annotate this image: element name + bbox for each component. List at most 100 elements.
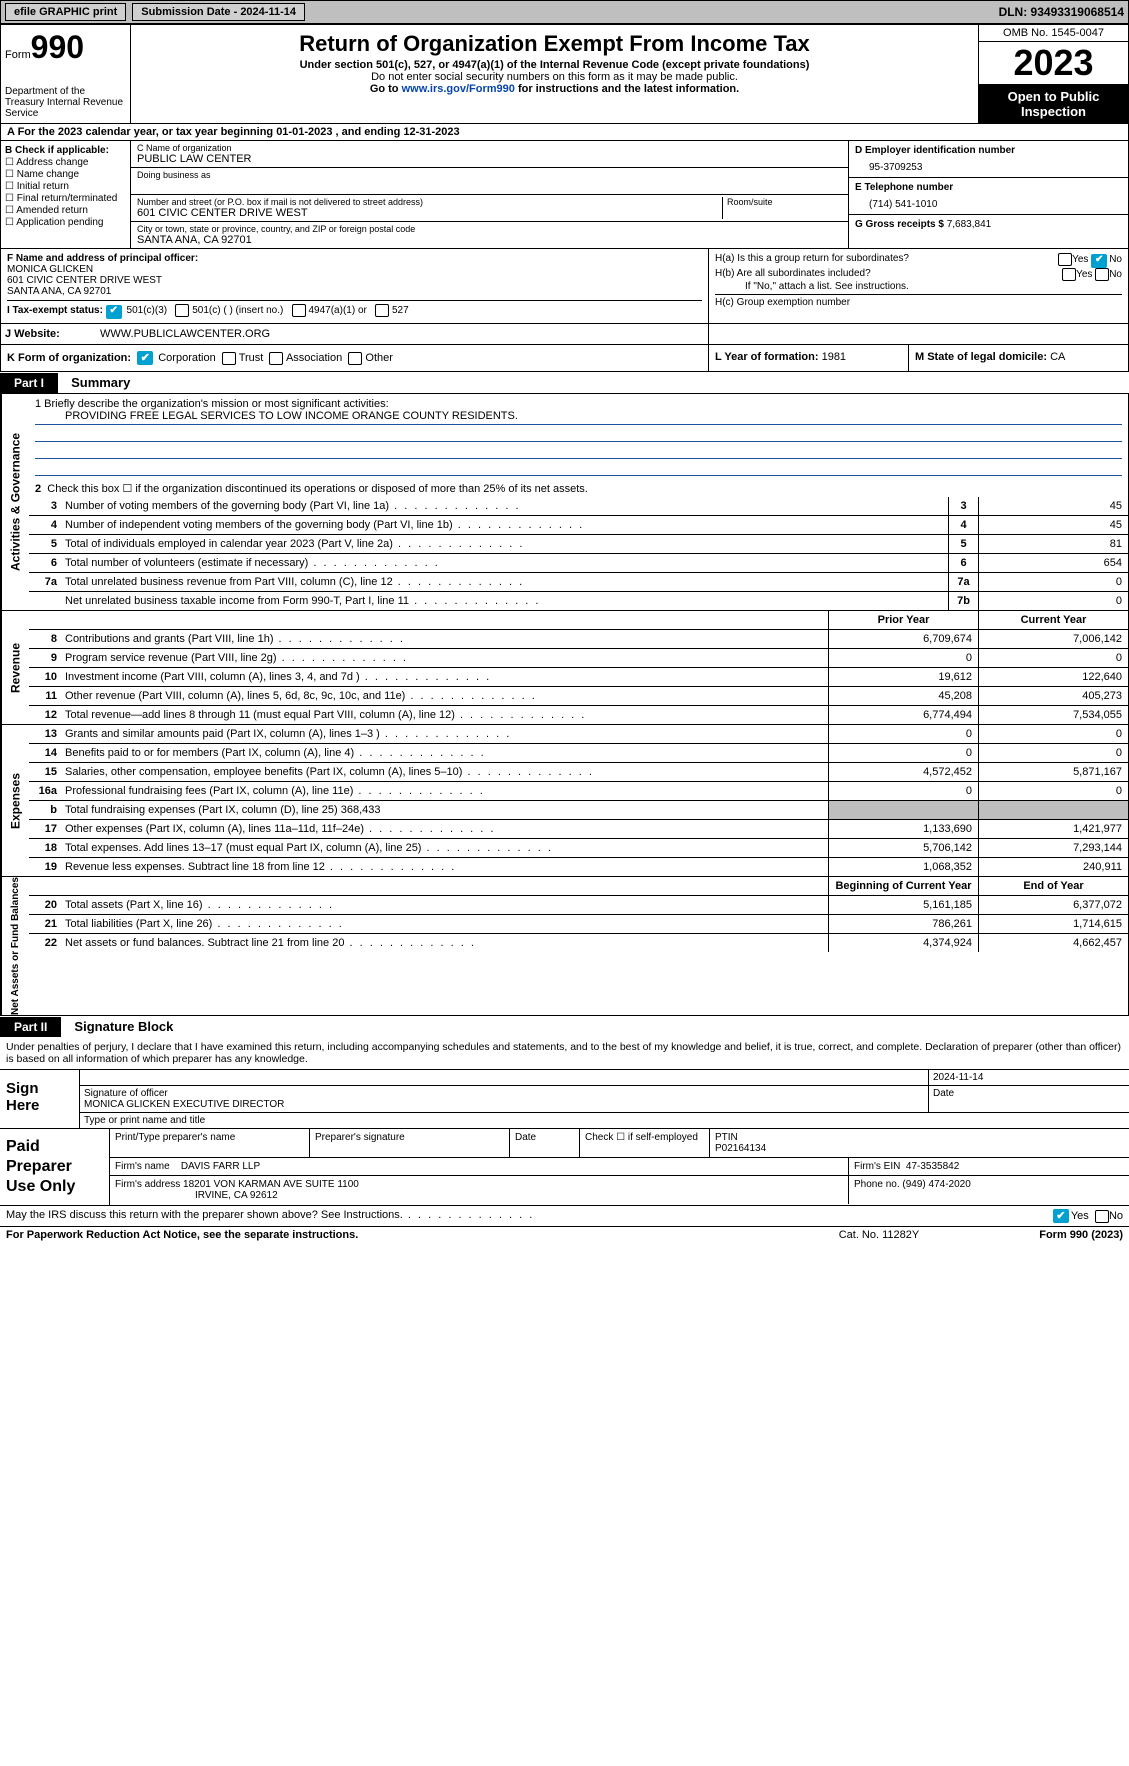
prep-date-label: Date (510, 1129, 580, 1157)
prep-ein: 47-3535842 (906, 1161, 959, 1172)
hdr-end: End of Year (978, 877, 1128, 895)
summary-row: 6Total number of volunteers (estimate if… (29, 554, 1128, 573)
footer-row: For Paperwork Reduction Act Notice, see … (0, 1227, 1129, 1243)
summary-row: 13Grants and similar amounts paid (Part … (29, 725, 1128, 744)
tax-year: 2023 (979, 42, 1128, 85)
prep-phone: (949) 474-2020 (902, 1179, 970, 1190)
summary-row: 22Net assets or fund balances. Subtract … (29, 934, 1128, 952)
efile-button[interactable]: efile GRAPHIC print (5, 3, 126, 21)
f-officer-addr2: SANTA ANA, CA 92701 (7, 286, 702, 297)
chk-corporation[interactable]: ✔ (137, 351, 153, 365)
hdr-prior-year: Prior Year (828, 611, 978, 629)
row-k-l-m: K Form of organization: ✔ Corporation Tr… (0, 345, 1129, 372)
chk-501c3[interactable]: ✔ (106, 305, 122, 319)
signature-declaration: Under penalties of perjury, I declare th… (0, 1037, 1129, 1070)
chk-application-pending[interactable]: Application pending (5, 217, 126, 228)
b-label: B Check if applicable: (5, 145, 126, 156)
expenses-section: Expenses 13Grants and similar amounts pa… (0, 725, 1129, 877)
prep-phone-label: Phone no. (854, 1179, 900, 1190)
omb-number: OMB No. 1545-0047 (979, 25, 1128, 42)
ha-no[interactable]: ✔ (1091, 254, 1107, 268)
f-officer-name: MONICA GLICKEN (7, 264, 702, 275)
section-b-to-g: B Check if applicable: Address change Na… (0, 141, 1129, 248)
summary-row: 3Number of voting members of the governi… (29, 497, 1128, 516)
discuss-no[interactable] (1095, 1210, 1109, 1223)
sig-officer-label: Signature of officer (84, 1088, 168, 1099)
form-number: Form990 (5, 29, 126, 66)
mission-area: 1 Briefly describe the organization's mi… (29, 394, 1128, 476)
dln-text: DLN: 93493319068514 (999, 5, 1124, 19)
chk-address-change[interactable]: Address change (5, 157, 126, 168)
col-d-e-g: D Employer identification number 95-3709… (848, 141, 1128, 248)
chk-amended-return[interactable]: Amended return (5, 205, 126, 216)
form-header: Form990 Department of the Treasury Inter… (0, 24, 1129, 124)
chk-trust[interactable] (222, 352, 236, 365)
prep-se-label: Check ☐ if self-employed (580, 1129, 710, 1157)
row-a-tax-year: A For the 2023 calendar year, or tax yea… (0, 124, 1129, 141)
c-street-value: 601 CIVIC CENTER DRIVE WEST (137, 207, 722, 219)
mission-label: 1 Briefly describe the organization's mi… (35, 398, 1122, 410)
j-label: J Website: (1, 324, 96, 344)
d-ein-label: D Employer identification number (855, 145, 1122, 156)
open-inspection: Open to Public Inspection (979, 85, 1128, 123)
chk-4947[interactable] (292, 304, 306, 317)
discuss-yes[interactable]: ✔ (1053, 1209, 1069, 1223)
top-bar: efile GRAPHIC print Submission Date - 20… (0, 0, 1129, 24)
sign-here-label: Sign Here (0, 1070, 80, 1128)
f-officer-addr1: 601 CIVIC CENTER DRIVE WEST (7, 275, 702, 286)
g-receipts-label: G Gross receipts $ (855, 219, 944, 230)
vtab-expenses: Expenses (1, 725, 29, 876)
chk-initial-return[interactable]: Initial return (5, 181, 126, 192)
chk-501c[interactable] (175, 304, 189, 317)
summary-row: 19Revenue less expenses. Subtract line 1… (29, 858, 1128, 876)
subtitle-2: Do not enter social security numbers on … (139, 71, 970, 83)
c-name-value: PUBLIC LAW CENTER (137, 153, 842, 165)
summary-row: 20Total assets (Part X, line 16)5,161,18… (29, 896, 1128, 915)
summary-row: 16aProfessional fundraising fees (Part I… (29, 782, 1128, 801)
summary-row: 9Program service revenue (Part VIII, lin… (29, 649, 1128, 668)
row-j: J Website: WWW.PUBLICLAWCENTER.ORG (0, 324, 1129, 345)
summary-row: 21Total liabilities (Part X, line 26)786… (29, 915, 1128, 934)
l-label: L Year of formation: (715, 351, 819, 363)
c-city-label: City or town, state or province, country… (137, 224, 842, 234)
prep-addr1: 18201 VON KARMAN AVE SUITE 1100 (183, 1179, 359, 1190)
summary-row: Net unrelated business taxable income fr… (29, 592, 1128, 610)
vtab-governance: Activities & Governance (1, 394, 29, 610)
prep-ptin: P02164134 (715, 1143, 766, 1154)
revenue-section: Revenue bPrior YearCurrent Year 8Contrib… (0, 611, 1129, 725)
chk-name-change[interactable]: Name change (5, 169, 126, 180)
part2-header: Part II Signature Block (0, 1016, 1129, 1037)
hdr-current-year: Current Year (978, 611, 1128, 629)
hb-yes[interactable] (1062, 268, 1076, 281)
vtab-netassets: Net Assets or Fund Balances (1, 877, 29, 1015)
subtitle-1: Under section 501(c), 527, or 4947(a)(1)… (139, 59, 970, 71)
summary-row: 17Other expenses (Part IX, column (A), l… (29, 820, 1128, 839)
summary-row: 15Salaries, other compensation, employee… (29, 763, 1128, 782)
sig-date-label: Date (933, 1088, 954, 1099)
ha-label: H(a) Is this a group return for subordin… (715, 253, 1058, 268)
hb-no[interactable] (1095, 268, 1109, 281)
f-label: F Name and address of principal officer: (7, 253, 702, 264)
chk-association[interactable] (269, 352, 283, 365)
hb-note: If "No," attach a list. See instructions… (715, 281, 1122, 292)
col-c-org-info: C Name of organization PUBLIC LAW CENTER… (131, 141, 848, 248)
prep-addr2: IRVINE, CA 92612 (115, 1190, 278, 1201)
c-dba-label: Doing business as (137, 170, 842, 180)
submission-button[interactable]: Submission Date - 2024-11-14 (132, 3, 305, 21)
ha-yes[interactable] (1058, 253, 1072, 266)
hdr-beginning: Beginning of Current Year (828, 877, 978, 895)
i-label: I Tax-exempt status: (7, 305, 103, 316)
g-receipts-value: 7,683,841 (947, 219, 992, 230)
dept-text: Department of the Treasury Internal Reve… (5, 86, 126, 119)
irs-discuss-q: May the IRS discuss this return with the… (6, 1209, 403, 1221)
prep-sig-label: Preparer's signature (310, 1129, 510, 1157)
mission-text: PROVIDING FREE LEGAL SERVICES TO LOW INC… (35, 410, 1122, 425)
m-label: M State of legal domicile: (915, 351, 1047, 363)
m-value: CA (1050, 351, 1065, 363)
chk-final-return[interactable]: Final return/terminated (5, 193, 126, 204)
chk-other[interactable] (348, 352, 362, 365)
chk-527[interactable] (375, 304, 389, 317)
irs-link[interactable]: www.irs.gov/Form990 (402, 83, 515, 95)
irs-discuss-row: May the IRS discuss this return with the… (0, 1206, 1129, 1227)
summary-row: 4Number of independent voting members of… (29, 516, 1128, 535)
